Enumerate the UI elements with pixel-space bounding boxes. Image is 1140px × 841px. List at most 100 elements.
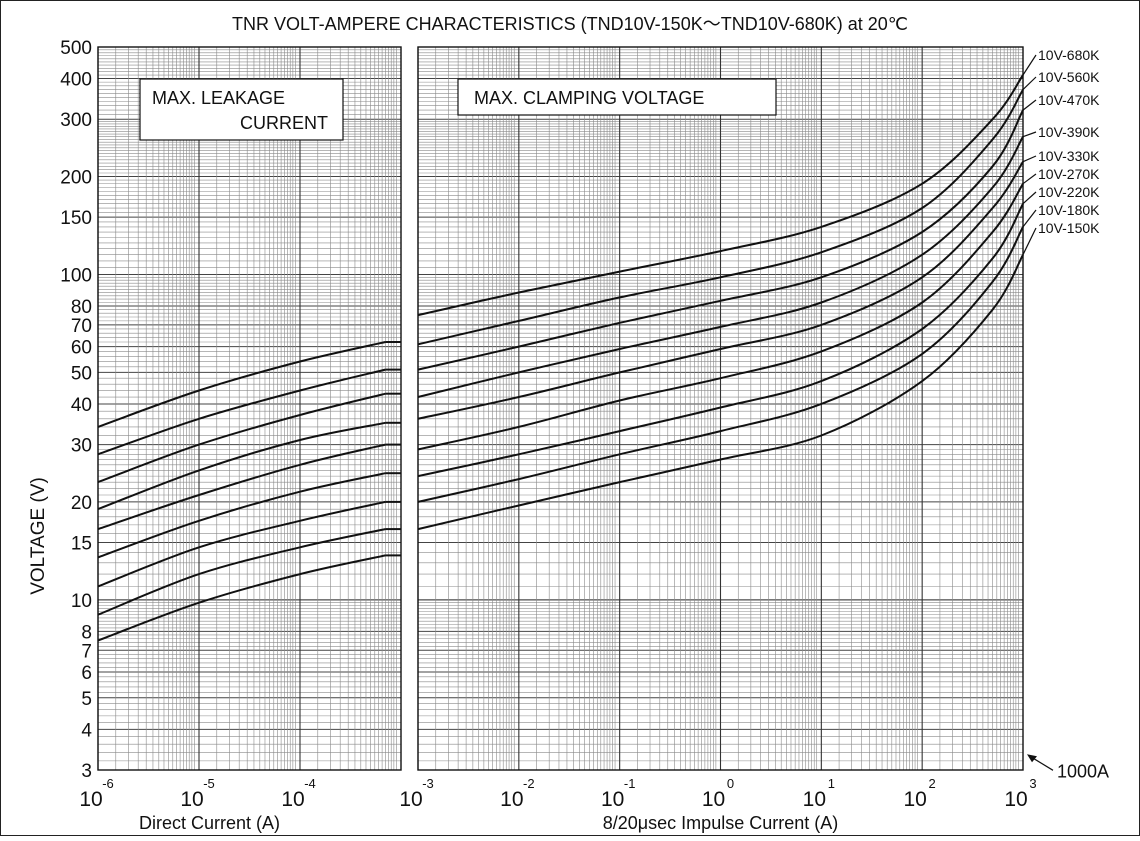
- series-leader-line: [1022, 209, 1037, 228]
- y-axis-label: VOLTAGE (V): [28, 477, 49, 595]
- panel-frames: [97, 46, 1024, 771]
- series-connector: [385, 368, 401, 371]
- y-tick-label: 5: [81, 689, 92, 710]
- x-tick-exponent: -2: [523, 776, 535, 791]
- series-line-dc: [97, 421, 386, 511]
- series-line-dc: [97, 500, 386, 588]
- series-line-impulse: [417, 254, 1024, 531]
- x-tick-base: 10: [500, 788, 523, 811]
- y-tick-label: 7: [81, 641, 92, 662]
- series-line-impulse: [417, 161, 1024, 420]
- leakage-current-label: MAX. LEAKAGE: [152, 88, 285, 108]
- x-tick-exponent: -1: [624, 776, 636, 791]
- series-label: 10V-150K: [1038, 220, 1100, 236]
- x-axis-label-dc: Direct Current (A): [139, 813, 280, 833]
- series-leader-line: [1022, 99, 1037, 111]
- x-tick-exponent: 0: [727, 776, 734, 791]
- x-tick-base: 10: [601, 788, 624, 811]
- y-tick-label: 150: [60, 208, 92, 229]
- series-leader-line: [1022, 155, 1037, 163]
- y-tick-label: 30: [71, 436, 92, 457]
- series-connector: [385, 443, 401, 446]
- x-tick-base: 10: [702, 788, 725, 811]
- y-tick-label: 4: [81, 720, 92, 741]
- x-tick-base: 10: [803, 788, 826, 811]
- series-10V-150K: 10V-150K: [97, 220, 1100, 642]
- series-label: 10V-560K: [1038, 69, 1100, 85]
- x-tick-exponent: 3: [1029, 776, 1036, 791]
- series-label: 10V-470K: [1038, 92, 1100, 108]
- series-line-dc: [97, 554, 386, 642]
- series-label: 10V-270K: [1038, 166, 1100, 182]
- series-label: 10V-330K: [1038, 148, 1100, 164]
- x-axis-label-impulse: 8/20μsec Impulse Current (A): [603, 813, 838, 833]
- series-10V-330K: 10V-330K: [97, 148, 1100, 531]
- leakage-current-label: CURRENT: [240, 113, 328, 133]
- x-tick-base: 10: [79, 788, 102, 811]
- y-tick-label: 50: [71, 363, 92, 384]
- x-tick-label: 10-4: [281, 776, 315, 811]
- series-10V-680K: 10V-680K: [97, 47, 1100, 428]
- series-label: 10V-180K: [1038, 202, 1100, 218]
- series-line-dc: [97, 528, 386, 616]
- series-leader-line: [1022, 173, 1037, 185]
- y-tick-label: 20: [71, 493, 92, 514]
- clamping-voltage-box: [457, 78, 777, 116]
- x-tick-label: 100: [702, 776, 734, 811]
- series-10V-180K: 10V-180K: [97, 202, 1100, 616]
- series-leader-line: [1022, 191, 1037, 205]
- series-connector: [385, 500, 401, 503]
- clamping-voltage-label: MAX. CLAMPING VOLTAGE: [474, 88, 704, 108]
- x-tick-exponent: -3: [422, 776, 434, 791]
- series-leader-line: [1022, 54, 1037, 76]
- annotation-1000a: 1000A: [1027, 754, 1109, 781]
- series-lines: 10V-680K 10V-560K 10V-470K 10V-390K 10V-330K…: [97, 47, 1100, 642]
- x-tick-label: 102: [903, 776, 935, 811]
- chart-title: TNR VOLT-AMPERE CHARACTERISTICS (TND10V-…: [232, 14, 908, 34]
- y-tick-label: 500: [60, 38, 92, 59]
- series-label: 10V-390K: [1038, 124, 1100, 140]
- x-tick-exponent: -6: [102, 776, 114, 791]
- series-line-dc: [97, 341, 386, 428]
- series-leader-line: [1022, 131, 1037, 138]
- y-tick-label: 300: [60, 110, 92, 131]
- annotations: MAX. LEAKAGE CURRENT MAX. CLAMPING VOLTAGE…: [139, 78, 1109, 781]
- series-connector: [385, 554, 401, 557]
- x-tick-exponent: -5: [203, 776, 215, 791]
- series-line-impulse: [417, 203, 1024, 478]
- series-connector: [385, 392, 401, 395]
- series-line-dc: [97, 392, 386, 484]
- series-10V-470K: 10V-470K: [97, 92, 1100, 484]
- x-tick-label: 10-6: [79, 776, 113, 811]
- series-line-impulse: [417, 74, 1024, 317]
- y-tick-label: 70: [71, 316, 92, 337]
- y-tick-label: 8: [81, 622, 92, 643]
- series-10V-270K: 10V-270K: [97, 166, 1100, 559]
- x-tick-base: 10: [1004, 788, 1027, 811]
- annotation-arrow-head: [1027, 754, 1037, 763]
- x-tick-label: 103: [1004, 776, 1036, 811]
- y-tick-label: 40: [71, 395, 92, 416]
- y-tick-label: 10: [71, 591, 92, 612]
- series-connector: [385, 341, 401, 343]
- y-tick-label: 200: [60, 167, 92, 188]
- x-tick-base: 10: [281, 788, 304, 811]
- plot-frame-impulse: [417, 46, 1024, 771]
- series-leader-line: [1022, 227, 1037, 255]
- x-tick-base: 10: [903, 788, 926, 811]
- x-tick-exponent: 2: [929, 776, 936, 791]
- y-tick-label: 6: [81, 663, 92, 684]
- y-tick-label: 3: [81, 761, 92, 782]
- series-label: 10V-680K: [1038, 47, 1100, 63]
- series-line-impulse: [417, 226, 1024, 503]
- series-line-impulse: [417, 89, 1024, 346]
- series-10V-390K: 10V-390K: [97, 124, 1100, 511]
- x-tick-label: 10-1: [601, 776, 635, 811]
- x-tick-exponent: 1: [828, 776, 835, 791]
- annotation-1000a-label: 1000A: [1057, 761, 1109, 781]
- x-tick-exponent: -4: [304, 776, 316, 791]
- y-tick-label: 15: [71, 534, 92, 555]
